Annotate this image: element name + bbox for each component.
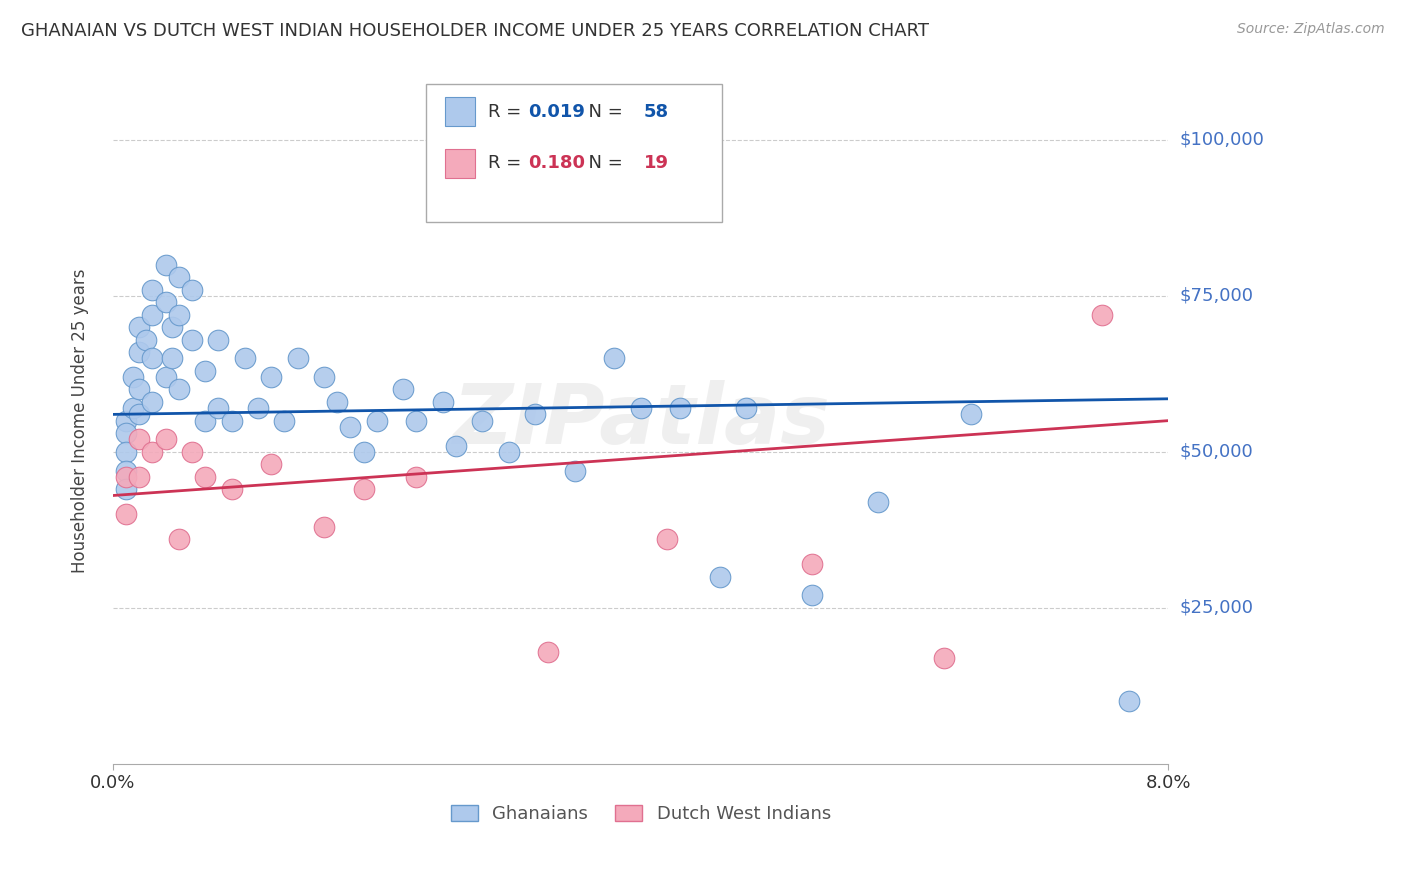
Point [801,557,824,571]
Text: $75,000: $75,000 [1180,287,1254,305]
Point [115,426,138,441]
Point [353,445,375,459]
Legend: Ghanaians, Dutch West Indians: Ghanaians, Dutch West Indians [450,805,831,823]
Point [155,433,177,447]
Text: 58: 58 [644,103,669,120]
Point [444,439,467,453]
Point [167,270,190,285]
Point [959,408,981,422]
Text: Source: ZipAtlas.com: Source: ZipAtlas.com [1237,22,1385,37]
Point [155,295,177,310]
Text: 0.019: 0.019 [527,103,585,120]
Point [669,401,692,416]
Point [194,364,217,378]
Point [207,401,229,416]
Point [537,644,560,658]
Point [121,370,143,384]
Point [312,519,335,533]
Point [128,433,150,447]
Point [221,483,243,497]
Point [121,401,143,416]
Y-axis label: Householder Income Under 25 years: Householder Income Under 25 years [72,268,89,573]
Point [167,308,190,322]
Point [115,464,138,478]
Point [141,395,163,409]
Point [115,445,138,459]
Point [115,470,138,484]
Point [868,494,890,508]
Point [115,483,138,497]
Point [934,650,956,665]
Point [405,414,427,428]
Point [167,532,190,546]
Point [735,401,758,416]
Text: R =: R = [488,154,527,172]
Point [392,383,415,397]
Point [115,414,138,428]
Point [128,408,150,422]
Text: $25,000: $25,000 [1180,599,1254,617]
Text: 19: 19 [644,154,669,172]
Point [155,258,177,272]
Point [801,588,824,602]
Point [141,308,163,322]
Point [207,333,229,347]
Point [630,401,652,416]
Point [181,333,204,347]
Point [181,283,204,297]
Point [1091,308,1114,322]
Point [339,420,361,434]
Text: $50,000: $50,000 [1180,442,1253,461]
Point [432,395,454,409]
Point [128,383,150,397]
Point [273,414,295,428]
Point [603,351,626,366]
Point [194,470,217,484]
Point [141,351,163,366]
Point [160,320,183,334]
Point [471,414,494,428]
Text: N =: N = [578,103,628,120]
Point [160,351,183,366]
Point [194,414,217,428]
Text: R =: R = [488,103,527,120]
Point [524,408,547,422]
Point [564,464,586,478]
Point [405,470,427,484]
Point [709,569,731,583]
Point [128,320,150,334]
Text: GHANAIAN VS DUTCH WEST INDIAN HOUSEHOLDER INCOME UNDER 25 YEARS CORRELATION CHAR: GHANAIAN VS DUTCH WEST INDIAN HOUSEHOLDE… [21,22,929,40]
FancyBboxPatch shape [426,85,721,221]
Text: $100,000: $100,000 [1180,131,1264,149]
Point [233,351,256,366]
Point [221,414,243,428]
Point [181,445,204,459]
Point [128,345,150,359]
Point [141,283,163,297]
Point [155,370,177,384]
Point [135,333,157,347]
Point [260,458,283,472]
Point [353,483,375,497]
Point [312,370,335,384]
Point [498,445,520,459]
Point [246,401,269,416]
Point [366,414,388,428]
Text: ZIPatlas: ZIPatlas [451,380,830,461]
Text: N =: N = [578,154,628,172]
Point [128,470,150,484]
Point [115,507,138,521]
Bar [446,149,475,178]
Point [287,351,309,366]
Point [167,383,190,397]
Point [141,445,163,459]
Bar [446,97,475,126]
Text: 0.180: 0.180 [527,154,585,172]
Point [260,370,283,384]
Point [655,532,678,546]
Point [1118,694,1140,708]
Point [326,395,349,409]
